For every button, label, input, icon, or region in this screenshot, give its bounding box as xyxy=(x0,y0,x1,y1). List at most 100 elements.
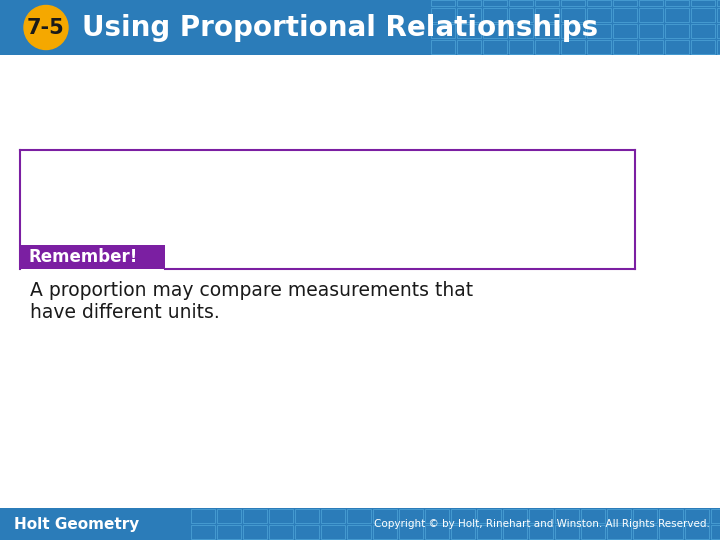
Bar xyxy=(639,24,663,38)
Bar xyxy=(509,8,533,22)
Bar xyxy=(217,525,241,539)
Bar xyxy=(535,40,559,54)
Bar xyxy=(691,24,715,38)
Text: A proportion may compare measurements that: A proportion may compare measurements th… xyxy=(30,281,473,300)
Bar xyxy=(529,525,553,539)
Bar xyxy=(457,0,481,6)
Bar xyxy=(457,24,481,38)
Bar xyxy=(457,8,481,22)
Bar xyxy=(529,509,553,523)
Bar xyxy=(717,24,720,38)
Bar xyxy=(717,8,720,22)
Bar xyxy=(665,40,689,54)
Bar xyxy=(561,8,585,22)
Bar xyxy=(561,40,585,54)
Bar xyxy=(295,509,319,523)
Bar xyxy=(607,509,631,523)
Bar xyxy=(691,0,715,6)
Bar xyxy=(613,40,637,54)
Bar xyxy=(509,0,533,6)
Bar xyxy=(509,40,533,54)
Bar xyxy=(347,509,371,523)
Bar xyxy=(685,525,709,539)
Bar xyxy=(561,0,585,6)
Bar xyxy=(587,0,611,6)
Circle shape xyxy=(24,5,68,50)
Bar xyxy=(269,525,293,539)
Bar xyxy=(425,525,449,539)
Bar xyxy=(191,509,215,523)
Bar xyxy=(633,509,657,523)
Bar xyxy=(665,0,689,6)
Text: Using Proportional Relationships: Using Proportional Relationships xyxy=(82,14,598,42)
Bar xyxy=(659,509,683,523)
Bar xyxy=(711,509,720,523)
Bar xyxy=(639,40,663,54)
Bar xyxy=(477,525,501,539)
Bar xyxy=(665,8,689,22)
Bar xyxy=(431,8,455,22)
Bar xyxy=(639,8,663,22)
Bar xyxy=(483,24,507,38)
Bar xyxy=(243,509,267,523)
Bar xyxy=(613,24,637,38)
Bar xyxy=(535,8,559,22)
Bar xyxy=(665,24,689,38)
Bar xyxy=(243,525,267,539)
Bar xyxy=(613,8,637,22)
Text: Holt Geometry: Holt Geometry xyxy=(14,516,139,531)
Bar xyxy=(451,525,475,539)
Bar xyxy=(431,40,455,54)
Bar xyxy=(503,525,527,539)
Bar xyxy=(321,525,345,539)
Bar xyxy=(431,24,455,38)
Bar xyxy=(581,509,605,523)
Bar xyxy=(431,0,455,6)
Bar xyxy=(691,8,715,22)
Bar xyxy=(347,525,371,539)
Bar xyxy=(321,509,345,523)
Bar xyxy=(399,525,423,539)
Bar xyxy=(711,525,720,539)
Bar xyxy=(503,509,527,523)
Bar xyxy=(691,40,715,54)
Bar xyxy=(477,509,501,523)
Bar xyxy=(509,24,533,38)
Bar xyxy=(269,509,293,523)
Bar xyxy=(587,40,611,54)
Bar xyxy=(191,525,215,539)
Bar xyxy=(457,40,481,54)
Text: Copyright © by Holt, Rinehart and Winston. All Rights Reserved.: Copyright © by Holt, Rinehart and Winsto… xyxy=(374,519,710,529)
Bar xyxy=(717,0,720,6)
Bar xyxy=(555,525,579,539)
Bar xyxy=(483,8,507,22)
Bar xyxy=(0,0,720,55)
Bar xyxy=(399,509,423,523)
Bar xyxy=(685,509,709,523)
Bar xyxy=(639,0,663,6)
Text: Remember!: Remember! xyxy=(28,248,138,266)
Bar xyxy=(555,509,579,523)
Bar xyxy=(581,525,605,539)
Text: have different units.: have different units. xyxy=(30,303,220,322)
Bar xyxy=(717,40,720,54)
Bar xyxy=(535,0,559,6)
Bar xyxy=(587,8,611,22)
Bar xyxy=(373,509,397,523)
Bar xyxy=(483,0,507,6)
Bar xyxy=(451,509,475,523)
Bar xyxy=(587,24,611,38)
Bar xyxy=(535,24,559,38)
Bar xyxy=(295,525,319,539)
Text: 7-5: 7-5 xyxy=(27,17,65,37)
Bar xyxy=(425,509,449,523)
Bar xyxy=(373,525,397,539)
Bar xyxy=(20,245,165,269)
Bar xyxy=(613,0,637,6)
Bar xyxy=(0,508,720,540)
Bar xyxy=(561,24,585,38)
Bar xyxy=(633,525,657,539)
Bar xyxy=(607,525,631,539)
Bar xyxy=(217,509,241,523)
Bar xyxy=(483,40,507,54)
